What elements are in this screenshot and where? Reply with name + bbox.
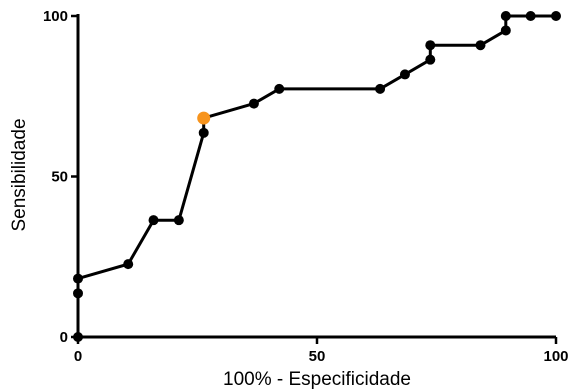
data-point — [173, 215, 184, 226]
data-point — [248, 98, 259, 109]
data-point — [475, 40, 486, 51]
data-point — [73, 273, 83, 284]
x-tick-label: 50 — [309, 348, 326, 365]
data-point — [425, 54, 436, 65]
tick-labels: 0 50 100 0 50 100 — [43, 8, 569, 365]
series-line — [76, 14, 556, 337]
y-tick-label: 100 — [43, 8, 68, 25]
axes — [76, 14, 556, 339]
series-group — [73, 11, 561, 342]
data-point — [500, 11, 511, 21]
tick-marks — [71, 14, 558, 344]
data-point — [551, 11, 561, 21]
y-tick-label: 50 — [51, 169, 68, 186]
data-point — [73, 288, 83, 299]
highlight-point — [197, 111, 211, 125]
data-point — [399, 69, 410, 80]
y-tick-label: 0 — [60, 329, 68, 346]
data-point — [73, 332, 83, 342]
x-axis-title: 100% - Especificidade — [223, 369, 411, 390]
data-point — [375, 83, 386, 94]
data-point — [123, 259, 134, 270]
x-tick-label: 100 — [543, 348, 568, 365]
data-point — [500, 25, 511, 36]
data-point — [425, 40, 436, 51]
data-point — [148, 215, 159, 226]
y-axis-title: Sensibilidade — [9, 118, 30, 231]
x-tick-label: 0 — [74, 348, 82, 365]
data-point — [525, 11, 536, 21]
data-point — [274, 83, 285, 94]
data-point — [198, 127, 209, 138]
